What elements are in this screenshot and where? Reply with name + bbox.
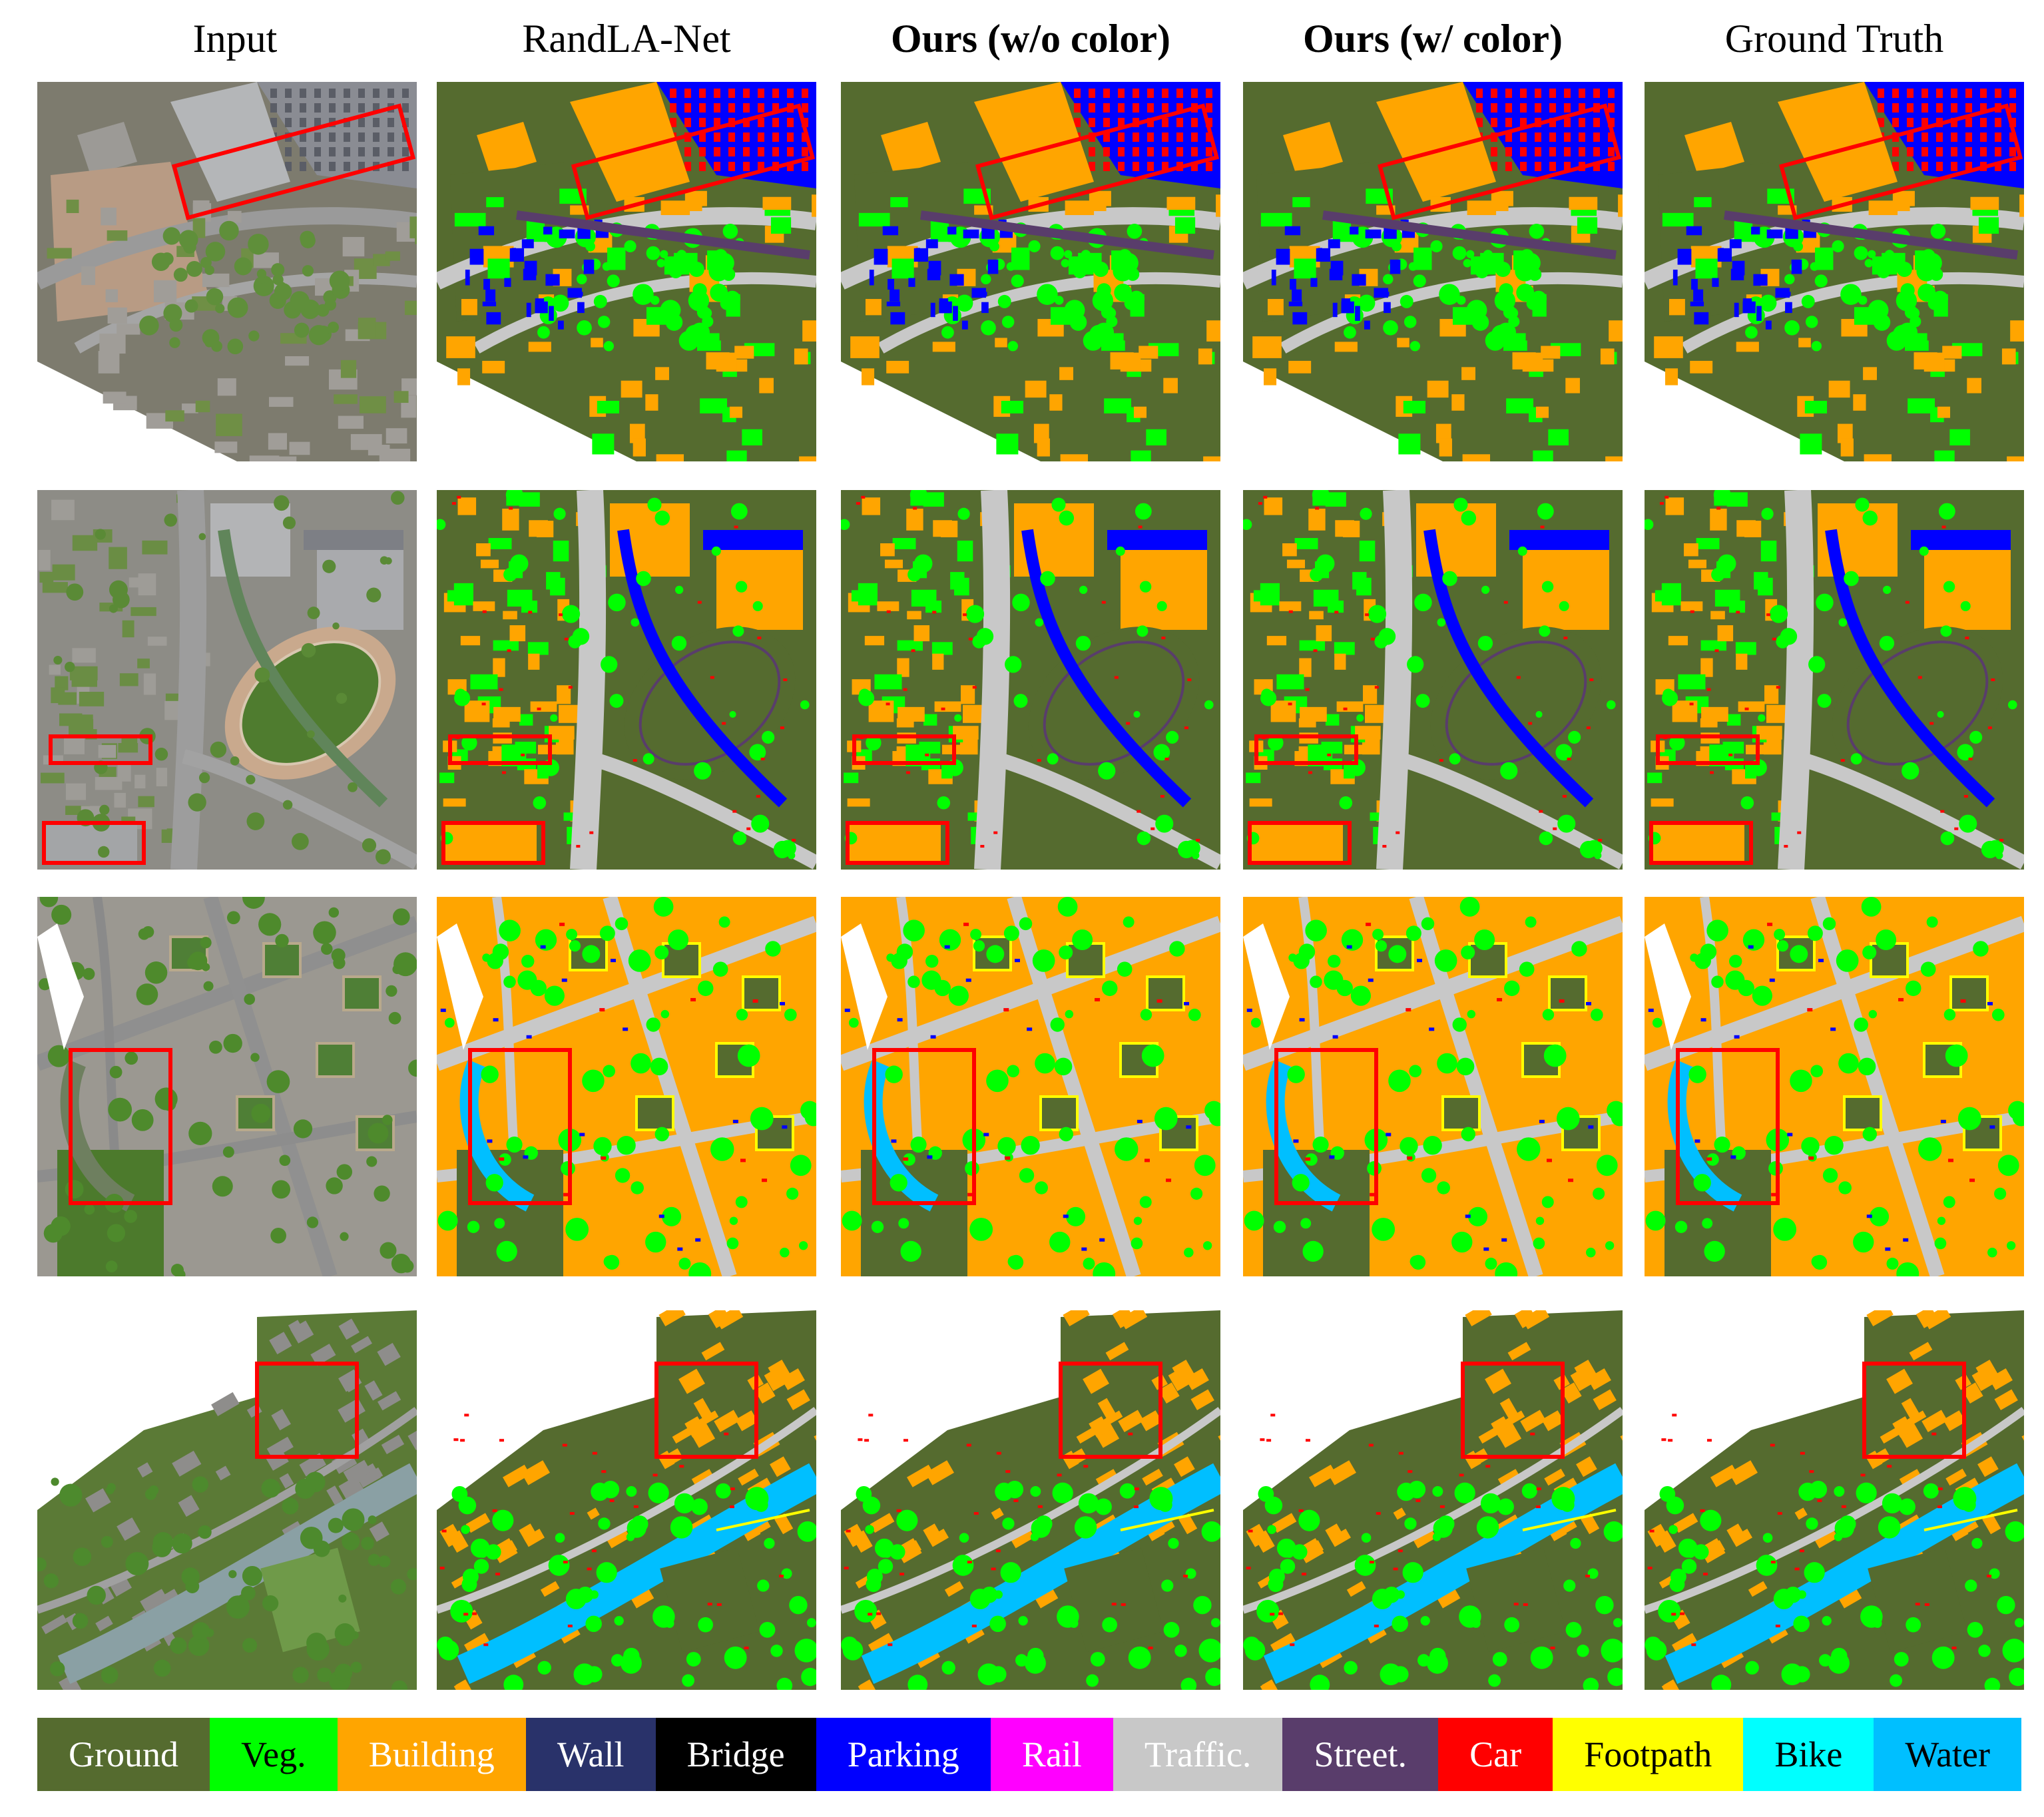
legend-item-rail: Rail (990, 1718, 1113, 1791)
panel-row2-ours-without-color (841, 490, 1220, 870)
segmentation-map (1645, 897, 2024, 1276)
panel-row3-ours-with-color (1243, 897, 1623, 1276)
highlight-box (872, 1048, 976, 1205)
segmentation-map (841, 1310, 1220, 1690)
highlight-box (1778, 103, 2023, 220)
column-header-randla-net: RandLA-Net (522, 17, 731, 61)
legend-item-car: Car (1438, 1718, 1553, 1791)
highlight-box (975, 103, 1220, 220)
panel-row3-ours-without-color (841, 897, 1220, 1276)
panel-row3-input (37, 897, 417, 1276)
legend-item-street: Street. (1282, 1718, 1439, 1791)
legend-item-wall: Wall (525, 1718, 656, 1791)
segmentation-map (1243, 82, 1623, 461)
highlight-box (49, 734, 152, 765)
highlight-box (468, 1048, 572, 1205)
segmentation-map (1645, 490, 2024, 870)
aerial-photo (37, 490, 417, 870)
panel-row2-ground-truth (1645, 490, 2024, 870)
panel-row3-randla-net (437, 897, 816, 1276)
segmentation-map (437, 1310, 816, 1690)
panel-row4-ours-without-color (841, 1310, 1220, 1690)
segmentation-map (437, 82, 816, 461)
legend-item-footpath: Footpath (1553, 1718, 1744, 1791)
legend-item-building: Building (337, 1718, 526, 1791)
segmentation-map (1243, 490, 1623, 870)
highlight-box (1461, 1362, 1565, 1459)
column-header-ours-with-color: Ours (w/ color) (1303, 17, 1563, 61)
panel-row1-ground-truth (1645, 82, 2024, 461)
panel-row4-ours-with-color (1243, 1310, 1623, 1690)
panel-row2-randla-net (437, 490, 816, 870)
highlight-box (1862, 1362, 1966, 1459)
column-header-ground-truth: Ground Truth (1724, 17, 1944, 61)
legend-item-bridge: Bridge (655, 1718, 816, 1791)
panel-row1-ours-with-color (1243, 82, 1623, 461)
segmentation-map (841, 897, 1220, 1276)
legend-item-parking: Parking (816, 1718, 991, 1791)
panel-row3-ground-truth (1645, 897, 2024, 1276)
aerial-photo (37, 1310, 417, 1690)
legend-item-veg: Veg. (210, 1718, 338, 1791)
class-legend: Ground Veg. Building Wall Bridge Parking Rail T… (37, 1718, 2022, 1791)
highlight-box (1676, 1048, 1780, 1205)
segmentation-map (1645, 1310, 2024, 1690)
segmentation-map (841, 82, 1220, 461)
highlight-box (571, 103, 816, 220)
segmentation-map (1645, 82, 2024, 461)
highlight-box (1377, 103, 1622, 220)
segmentation-map (841, 490, 1220, 870)
aerial-photo (37, 897, 417, 1276)
highlight-box (1248, 821, 1352, 865)
highlight-box (255, 1362, 359, 1459)
highlight-box (846, 821, 949, 865)
segmentation-map (1243, 897, 1623, 1276)
highlight-box (1059, 1362, 1162, 1459)
highlight-box (441, 821, 545, 865)
panel-row4-randla-net (437, 1310, 816, 1690)
highlight-box (852, 734, 956, 765)
legend-item-bike: Bike (1743, 1718, 1874, 1791)
aerial-photo (37, 82, 417, 461)
highlight-box (1274, 1048, 1378, 1205)
highlight-box (42, 821, 146, 865)
highlight-box (1656, 734, 1760, 765)
highlight-box (448, 734, 552, 765)
highlight-box (69, 1048, 172, 1205)
panel-row4-input (37, 1310, 417, 1690)
highlight-box (171, 103, 416, 220)
segmentation-map (437, 897, 816, 1276)
panel-row1-input (37, 82, 417, 461)
panel-row4-ground-truth (1645, 1310, 2024, 1690)
panel-row1-ours-without-color (841, 82, 1220, 461)
legend-item-water: Water (1874, 1718, 2022, 1791)
segmentation-map (437, 490, 816, 870)
segmentation-map (1243, 1310, 1623, 1690)
legend-item-ground: Ground (37, 1718, 210, 1791)
highlight-box (1254, 734, 1358, 765)
column-header-input: Input (192, 17, 278, 61)
panel-row2-ours-with-color (1243, 490, 1623, 870)
highlight-box (1649, 821, 1753, 865)
panel-row1-randla-net (437, 82, 816, 461)
panel-row2-input (37, 490, 417, 870)
column-header-ours-without-color: Ours (w/o color) (891, 17, 1170, 61)
highlight-box (654, 1362, 758, 1459)
legend-item-traffic: Traffic. (1113, 1718, 1283, 1791)
